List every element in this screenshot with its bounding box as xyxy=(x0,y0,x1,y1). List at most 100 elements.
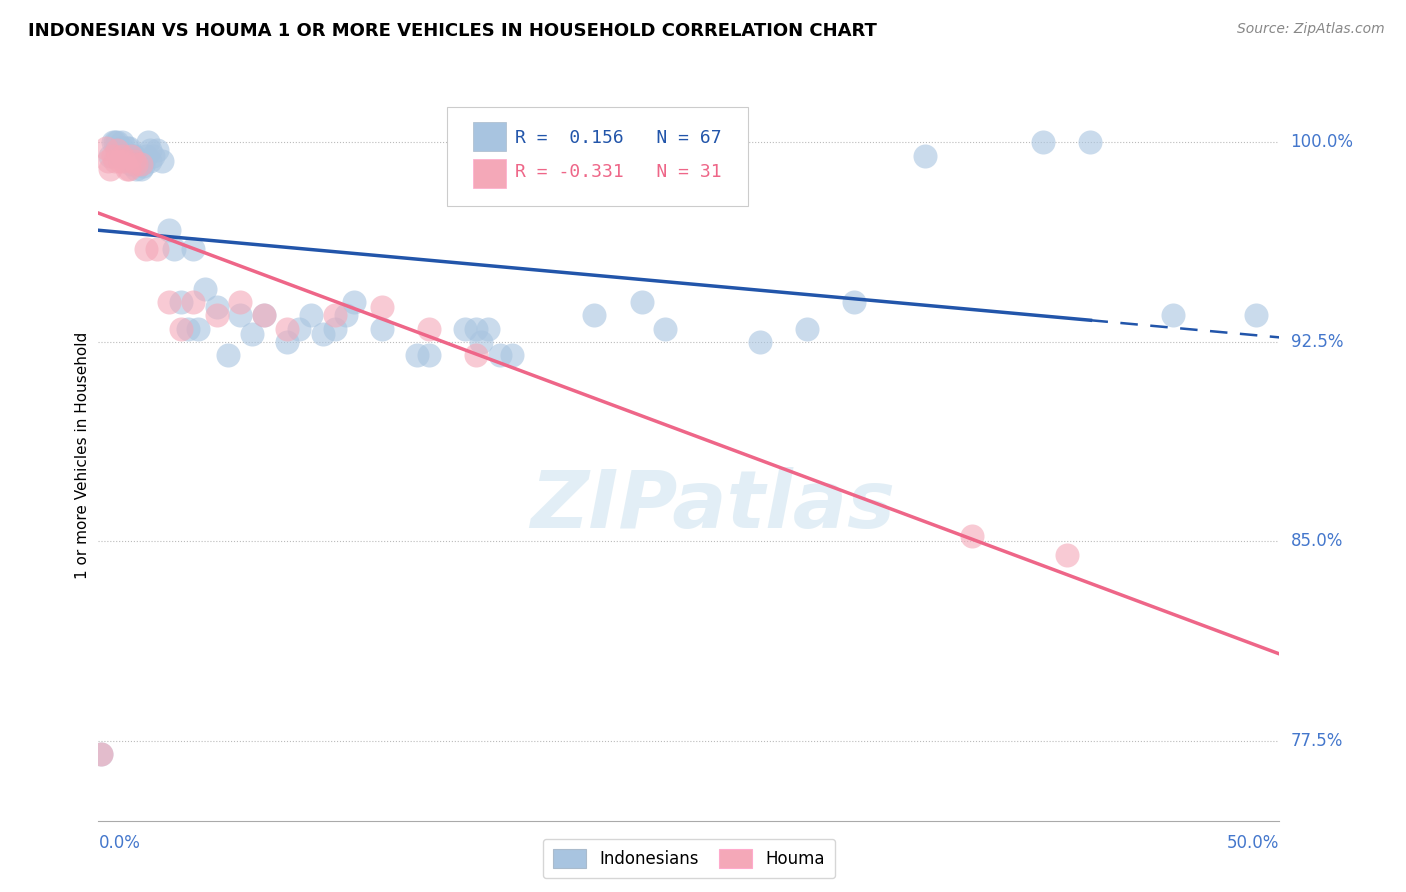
Point xyxy=(844,295,866,310)
Point xyxy=(748,334,770,349)
Point xyxy=(101,136,124,150)
Point xyxy=(181,295,204,310)
Point xyxy=(323,308,346,322)
Point xyxy=(135,149,157,163)
FancyBboxPatch shape xyxy=(472,122,506,152)
Point xyxy=(157,295,180,310)
Point xyxy=(146,242,169,256)
Point xyxy=(150,154,173,169)
Point xyxy=(129,161,152,176)
Point xyxy=(288,321,311,335)
Point xyxy=(98,161,121,176)
Point xyxy=(477,321,499,335)
Y-axis label: 1 or more Vehicles in Household: 1 or more Vehicles in Household xyxy=(75,331,90,579)
Point xyxy=(205,308,228,322)
Point xyxy=(111,149,134,163)
Point xyxy=(406,348,429,362)
Point xyxy=(1244,308,1267,322)
Legend: Indonesians, Houma: Indonesians, Houma xyxy=(543,838,835,878)
Text: 0.0%: 0.0% xyxy=(98,834,141,852)
Point xyxy=(470,334,492,349)
Point xyxy=(115,141,138,155)
Text: INDONESIAN VS HOUMA 1 OR MORE VEHICLES IN HOUSEHOLD CORRELATION CHART: INDONESIAN VS HOUMA 1 OR MORE VEHICLES I… xyxy=(28,22,877,40)
Point xyxy=(229,308,252,322)
Point xyxy=(101,149,124,163)
Point xyxy=(115,161,138,176)
Point xyxy=(111,141,134,155)
Point xyxy=(453,321,475,335)
Text: 92.5%: 92.5% xyxy=(1291,333,1343,351)
Point xyxy=(583,308,606,322)
Point xyxy=(90,747,112,761)
Point xyxy=(121,149,143,163)
Point xyxy=(1080,136,1102,150)
Point xyxy=(465,321,488,335)
Point xyxy=(418,321,440,335)
Point xyxy=(146,144,169,158)
Point xyxy=(654,321,676,335)
Point xyxy=(914,149,936,163)
Point xyxy=(217,348,239,362)
Point xyxy=(194,282,217,296)
Point xyxy=(132,159,155,173)
Point xyxy=(205,301,228,315)
Point xyxy=(630,295,652,310)
Text: R = -0.331   N = 31: R = -0.331 N = 31 xyxy=(516,163,721,181)
Point xyxy=(253,308,276,322)
Text: 77.5%: 77.5% xyxy=(1291,731,1343,750)
Point xyxy=(253,308,276,322)
Point xyxy=(108,154,131,169)
Text: 50.0%: 50.0% xyxy=(1227,834,1279,852)
Point xyxy=(112,154,135,169)
Point xyxy=(1032,136,1054,150)
Point xyxy=(118,149,141,163)
Point xyxy=(418,348,440,362)
Point xyxy=(104,136,127,150)
Point xyxy=(105,136,128,150)
Point xyxy=(118,161,141,176)
Point xyxy=(962,529,984,543)
Point xyxy=(105,144,128,158)
Point xyxy=(122,154,145,169)
Text: ZIPatlas: ZIPatlas xyxy=(530,467,896,545)
Point xyxy=(111,136,134,150)
Point xyxy=(371,301,394,315)
Point xyxy=(135,242,157,256)
Point xyxy=(181,242,204,256)
Text: 100.0%: 100.0% xyxy=(1291,134,1354,152)
Point xyxy=(90,747,112,761)
Point xyxy=(371,321,394,335)
Point xyxy=(157,223,180,237)
Point xyxy=(299,308,322,322)
Point xyxy=(94,141,117,155)
Point xyxy=(796,321,818,335)
Point xyxy=(142,149,165,163)
Point xyxy=(465,348,488,362)
Point xyxy=(108,149,131,163)
Point xyxy=(177,321,200,335)
Point xyxy=(98,149,121,163)
Point xyxy=(170,295,193,310)
Text: R =  0.156   N = 67: R = 0.156 N = 67 xyxy=(516,129,721,147)
Point xyxy=(125,156,148,170)
Point xyxy=(97,154,120,169)
Point xyxy=(104,154,127,169)
FancyBboxPatch shape xyxy=(472,159,506,188)
Point xyxy=(122,149,145,163)
Point xyxy=(229,295,252,310)
Point xyxy=(163,242,186,256)
Text: 85.0%: 85.0% xyxy=(1291,533,1343,550)
Point xyxy=(276,321,298,335)
Point xyxy=(112,149,135,163)
Point xyxy=(129,156,152,170)
Point xyxy=(122,149,145,163)
Point xyxy=(118,141,141,155)
Point xyxy=(489,348,512,362)
Point xyxy=(121,156,143,170)
Point xyxy=(128,154,150,169)
FancyBboxPatch shape xyxy=(447,108,748,206)
Point xyxy=(335,308,357,322)
Point xyxy=(129,156,152,170)
Point xyxy=(139,154,162,169)
Point xyxy=(125,154,148,169)
